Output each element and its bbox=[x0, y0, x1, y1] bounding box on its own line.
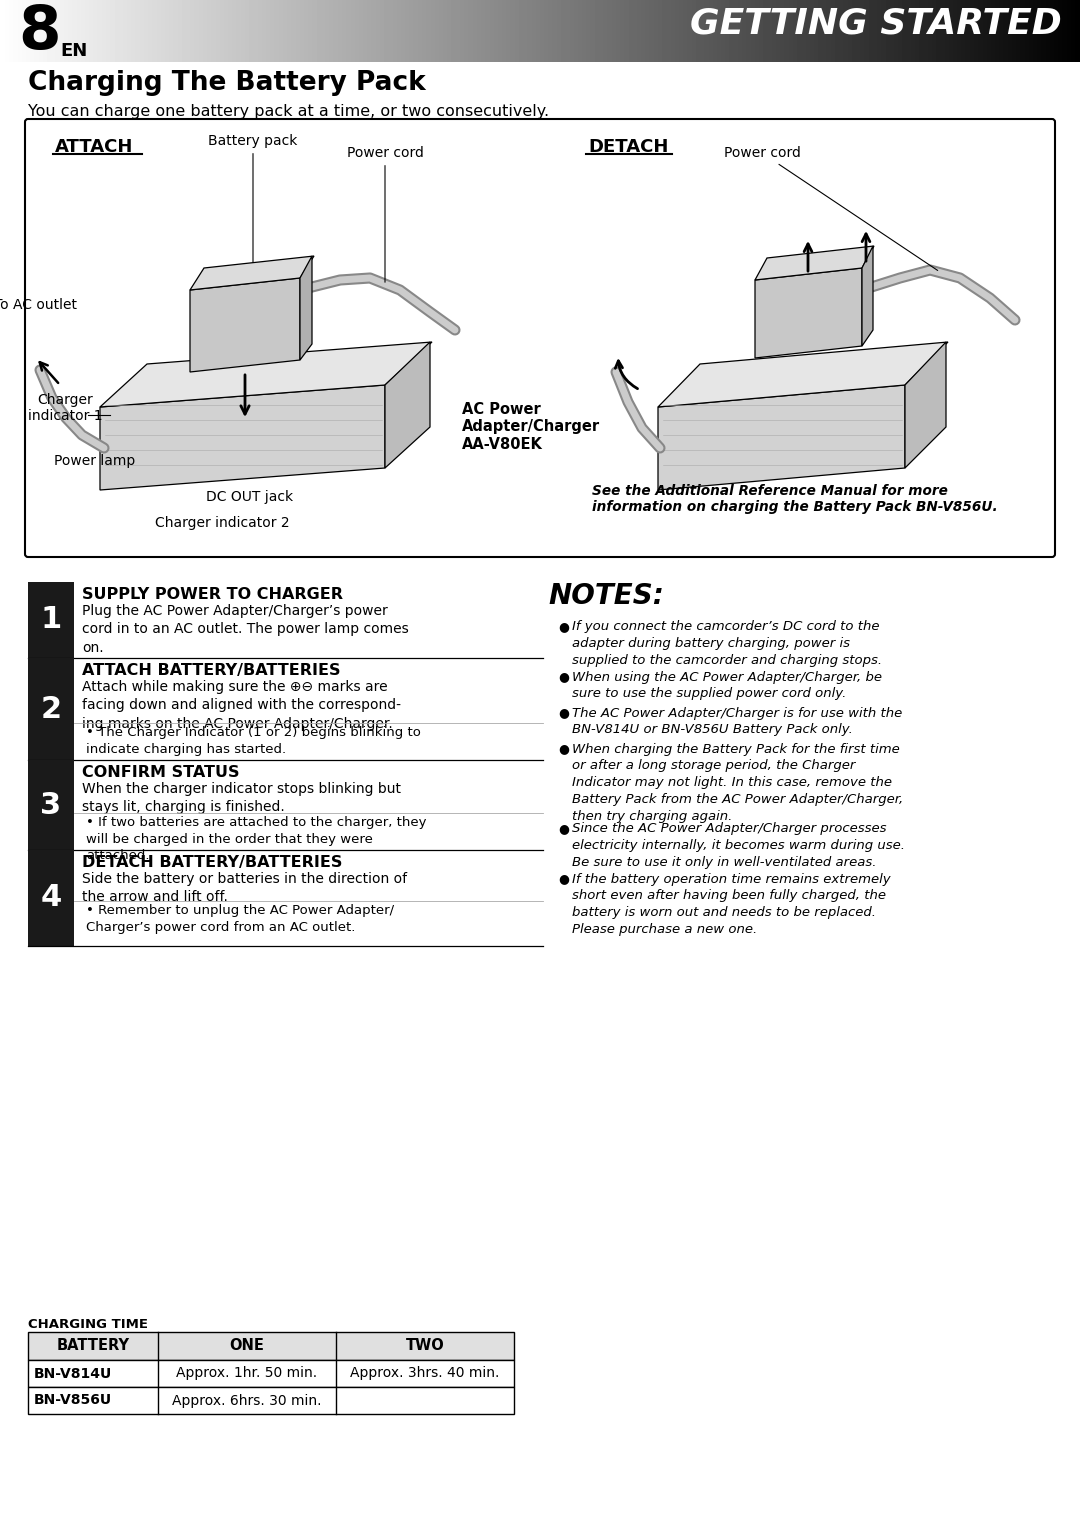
Text: NOTES:: NOTES: bbox=[548, 583, 664, 610]
Text: Power lamp: Power lamp bbox=[54, 454, 136, 468]
Polygon shape bbox=[862, 245, 873, 346]
Text: ●: ● bbox=[558, 872, 569, 886]
Polygon shape bbox=[905, 342, 946, 468]
Text: 1: 1 bbox=[40, 606, 62, 635]
Bar bbox=[28, 1387, 514, 1413]
Text: BN-V856U: BN-V856U bbox=[33, 1393, 112, 1407]
Bar bbox=[28, 1360, 514, 1387]
Text: Approx. 1hr. 50 min.: Approx. 1hr. 50 min. bbox=[176, 1366, 318, 1381]
Text: Approx. 3hrs. 40 min.: Approx. 3hrs. 40 min. bbox=[350, 1366, 500, 1381]
Text: DETACH: DETACH bbox=[588, 138, 669, 156]
Text: 2: 2 bbox=[40, 694, 62, 724]
Text: See the Additional Reference Manual for more
information on charging the Battery: See the Additional Reference Manual for … bbox=[592, 484, 998, 514]
Text: Charger indicator 2: Charger indicator 2 bbox=[154, 517, 289, 530]
Bar bbox=[28, 849, 75, 946]
Text: When using the AC Power Adapter/Charger, be
sure to use the supplied power cord : When using the AC Power Adapter/Charger,… bbox=[572, 670, 882, 701]
Text: If you connect the camcorder’s DC cord to the
adapter during battery charging, p: If you connect the camcorder’s DC cord t… bbox=[572, 619, 882, 667]
Text: DETACH BATTERY/BATTERIES: DETACH BATTERY/BATTERIES bbox=[82, 855, 342, 871]
Text: Power cord: Power cord bbox=[724, 146, 937, 270]
Text: Approx. 6hrs. 30 min.: Approx. 6hrs. 30 min. bbox=[172, 1393, 322, 1407]
Text: Battery pack: Battery pack bbox=[208, 133, 298, 262]
Text: CHARGING TIME: CHARGING TIME bbox=[28, 1318, 148, 1331]
Bar bbox=[28, 760, 75, 849]
Text: AC Power
Adapter/Charger
AA-V80EK: AC Power Adapter/Charger AA-V80EK bbox=[462, 402, 600, 452]
Text: Side the battery or batteries in the direction of
the arrow and lift off.: Side the battery or batteries in the dir… bbox=[82, 872, 407, 904]
Polygon shape bbox=[100, 385, 384, 491]
Bar bbox=[28, 658, 75, 760]
Text: Power cord: Power cord bbox=[347, 146, 423, 282]
Text: When the charger indicator stops blinking but
stays lit, charging is finished.: When the charger indicator stops blinkin… bbox=[82, 782, 401, 814]
Text: EN: EN bbox=[60, 41, 87, 60]
Polygon shape bbox=[658, 385, 905, 491]
Text: 4: 4 bbox=[40, 883, 62, 912]
Text: Attach while making sure the ⊕⊖ marks are
facing down and aligned with the corre: Attach while making sure the ⊕⊖ marks ar… bbox=[82, 681, 401, 731]
Text: Plug the AC Power Adapter/Charger’s power
cord in to an AC outlet. The power lam: Plug the AC Power Adapter/Charger’s powe… bbox=[82, 604, 408, 655]
Polygon shape bbox=[658, 342, 948, 406]
Text: ONE: ONE bbox=[230, 1338, 265, 1354]
Text: ●: ● bbox=[558, 619, 569, 633]
Text: SUPPLY POWER TO CHARGER: SUPPLY POWER TO CHARGER bbox=[82, 587, 343, 602]
Text: CONFIRM STATUS: CONFIRM STATUS bbox=[82, 765, 240, 780]
Text: • Remember to unplug the AC Power Adapter/
Charger’s power cord from an AC outle: • Remember to unplug the AC Power Adapte… bbox=[86, 904, 394, 934]
Polygon shape bbox=[755, 245, 874, 281]
Text: ATTACH: ATTACH bbox=[55, 138, 133, 156]
Text: DC OUT jack: DC OUT jack bbox=[206, 491, 294, 504]
Text: 3: 3 bbox=[40, 791, 62, 820]
Text: BN-V814U: BN-V814U bbox=[33, 1366, 112, 1381]
Text: If the battery operation time remains extremely
short even after having been ful: If the battery operation time remains ex… bbox=[572, 872, 891, 937]
Polygon shape bbox=[300, 256, 312, 360]
Polygon shape bbox=[100, 342, 432, 406]
Text: ●: ● bbox=[558, 707, 569, 719]
Text: ATTACH BATTERY/BATTERIES: ATTACH BATTERY/BATTERIES bbox=[82, 662, 340, 678]
Text: BATTERY: BATTERY bbox=[56, 1338, 130, 1354]
Polygon shape bbox=[755, 268, 862, 359]
Text: ●: ● bbox=[558, 670, 569, 684]
Text: 8: 8 bbox=[18, 3, 60, 61]
Text: When charging the Battery Pack for the first time
or after a long storage period: When charging the Battery Pack for the f… bbox=[572, 742, 903, 823]
Text: Charger
indicator 1: Charger indicator 1 bbox=[28, 392, 103, 423]
Text: GETTING STARTED: GETTING STARTED bbox=[690, 8, 1062, 41]
Polygon shape bbox=[190, 277, 300, 373]
Polygon shape bbox=[190, 256, 314, 290]
Text: You can charge one battery pack at a time, or two consecutively.: You can charge one battery pack at a tim… bbox=[28, 104, 549, 120]
Text: • The Charger Indicator (1 or 2) begins blinking to
indicate charging has starte: • The Charger Indicator (1 or 2) begins … bbox=[86, 727, 421, 756]
Text: ●: ● bbox=[558, 742, 569, 756]
Text: Since the AC Power Adapter/Charger processes
electricity internally, it becomes : Since the AC Power Adapter/Charger proce… bbox=[572, 822, 905, 869]
Text: ●: ● bbox=[558, 822, 569, 835]
Bar bbox=[28, 583, 75, 658]
Text: Charging The Battery Pack: Charging The Battery Pack bbox=[28, 71, 426, 97]
Text: The AC Power Adapter/Charger is for use with the
BN-V814U or BN-V856U Battery Pa: The AC Power Adapter/Charger is for use … bbox=[572, 707, 902, 736]
FancyBboxPatch shape bbox=[25, 120, 1055, 556]
Bar bbox=[28, 1332, 514, 1360]
Text: To AC outlet: To AC outlet bbox=[0, 297, 78, 313]
Text: • If two batteries are attached to the charger, they
will be charged in the orde: • If two batteries are attached to the c… bbox=[86, 816, 427, 862]
Text: TWO: TWO bbox=[406, 1338, 444, 1354]
Polygon shape bbox=[384, 342, 430, 468]
